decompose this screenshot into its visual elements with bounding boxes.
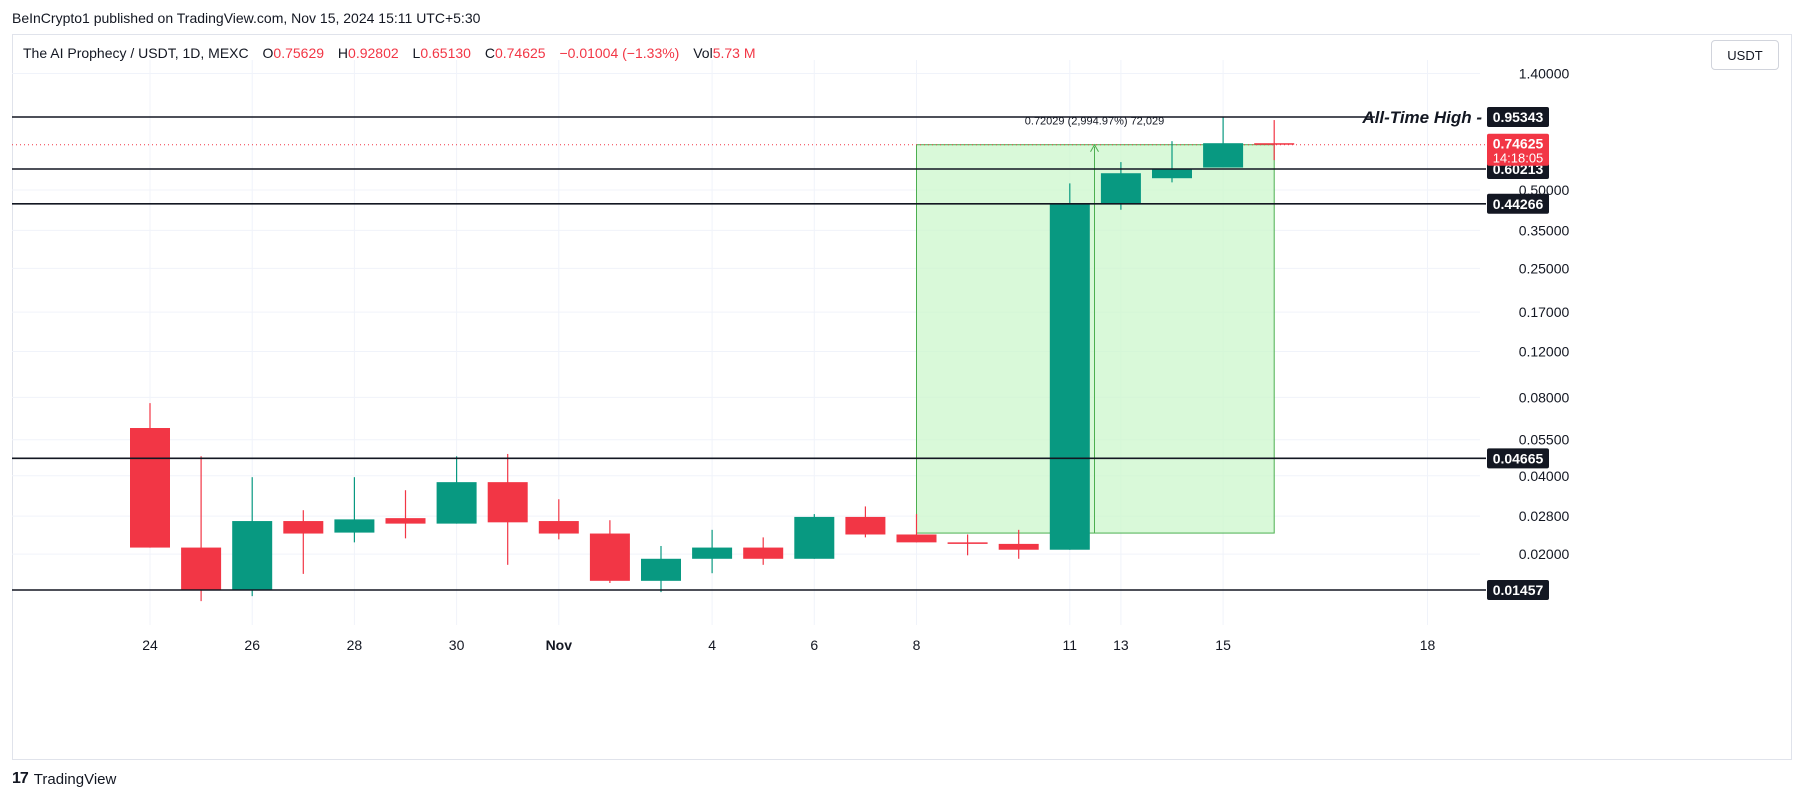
ohlc-legend: The AI Prophecy / USDT, 1D, MEXC O0.7562… — [23, 45, 766, 61]
candle-body — [1254, 143, 1295, 145]
open-label: O — [262, 45, 274, 61]
tradingview-logo[interactable]: 17 TradingView — [12, 770, 116, 788]
level-price-tag — [1487, 193, 1549, 214]
current-price-tag — [1487, 133, 1549, 166]
y-tick-label: 0.12000 — [1519, 343, 1570, 359]
level-price-label: 0.01457 — [1493, 582, 1544, 598]
x-tick-label: 28 — [347, 637, 363, 653]
candle-body — [896, 534, 937, 543]
open-value: 0.75629 — [273, 45, 325, 61]
tradingview-logo-icon: 17 — [12, 770, 29, 787]
candle-body — [589, 533, 630, 581]
x-tick-label: 6 — [810, 637, 818, 653]
candle-body — [334, 519, 375, 533]
y-tick-label: 0.04000 — [1519, 468, 1570, 484]
low-value: 0.65130 — [420, 45, 471, 61]
level-price-label: 0.95343 — [1493, 109, 1544, 125]
close-label: C — [484, 45, 495, 61]
candle-body — [998, 543, 1039, 550]
candle-body — [947, 542, 988, 544]
x-tick-label: 15 — [1215, 637, 1231, 653]
candle-body — [794, 516, 835, 559]
candle-body — [1049, 203, 1090, 550]
close-value: 0.74625 — [494, 45, 546, 61]
x-tick-label: Nov — [546, 637, 573, 653]
level-price-tag — [1487, 448, 1549, 469]
candle-body — [487, 482, 528, 523]
tradingview-brand: TradingView — [33, 770, 117, 788]
x-tick-label: 24 — [142, 637, 158, 653]
level-price-label: 0.04665 — [1493, 450, 1544, 466]
candle-body — [538, 521, 579, 534]
countdown-label: 14:18:05 — [1493, 151, 1544, 166]
candle-body — [385, 518, 426, 524]
candle-body — [1100, 173, 1141, 204]
candle-body — [436, 482, 477, 524]
candle-body — [743, 547, 784, 559]
candle-body — [1152, 169, 1192, 179]
y-tick-label: 1.40000 — [1519, 66, 1570, 82]
publisher-line: BeInCrypto1 published on TradingView.com… — [12, 10, 481, 26]
level-price-label: 0.44266 — [1493, 196, 1544, 212]
candle-body — [283, 521, 324, 534]
x-tick-label: 30 — [449, 637, 465, 653]
y-tick-label: 0.08000 — [1519, 389, 1570, 405]
level-price-tag — [1487, 107, 1549, 127]
x-tick-label: 26 — [244, 637, 260, 653]
change-value: −0.01004 (−1.33%) — [559, 45, 680, 61]
y-tick-label: 0.35000 — [1519, 222, 1570, 238]
symbol-name[interactable]: The AI Prophecy / USDT, 1D, MEXC — [23, 45, 249, 61]
x-tick-label: 4 — [708, 637, 716, 653]
currency-button[interactable]: USDT — [1711, 40, 1779, 70]
y-tick-label: 0.25000 — [1519, 260, 1570, 276]
measure-box — [916, 144, 1275, 534]
all-time-high-label: All-Time High - — [1361, 108, 1482, 127]
candle-body — [181, 547, 222, 590]
candle-body — [130, 428, 170, 548]
volume-label: Vol — [693, 45, 713, 61]
candle-body — [845, 516, 886, 535]
current-price-label: 0.74625 — [1493, 136, 1544, 152]
high-value: 0.92802 — [348, 45, 399, 61]
y-tick-label: 0.02800 — [1519, 508, 1570, 524]
candle-body — [232, 521, 273, 590]
measure-label: 0.72029 (2,994.97%) 72,029 — [1025, 116, 1164, 128]
x-tick-label: 11 — [1063, 637, 1078, 653]
volume-value: 5.73 M — [712, 45, 756, 61]
measure-arrow-head — [1090, 143, 1099, 152]
y-tick-label: 0.05500 — [1519, 432, 1570, 448]
candle-body — [641, 558, 681, 581]
x-tick-label: 8 — [913, 637, 921, 653]
level-price-tag — [1487, 580, 1549, 600]
x-tick-label: 13 — [1113, 637, 1129, 653]
x-tick-label: 18 — [1420, 637, 1436, 653]
low-label: L — [412, 45, 421, 61]
y-tick-label: 0.02000 — [1519, 546, 1570, 562]
candle-body — [1203, 143, 1244, 168]
high-label: H — [337, 45, 349, 61]
y-tick-label: 0.17000 — [1519, 304, 1570, 320]
candle-body — [692, 547, 733, 559]
